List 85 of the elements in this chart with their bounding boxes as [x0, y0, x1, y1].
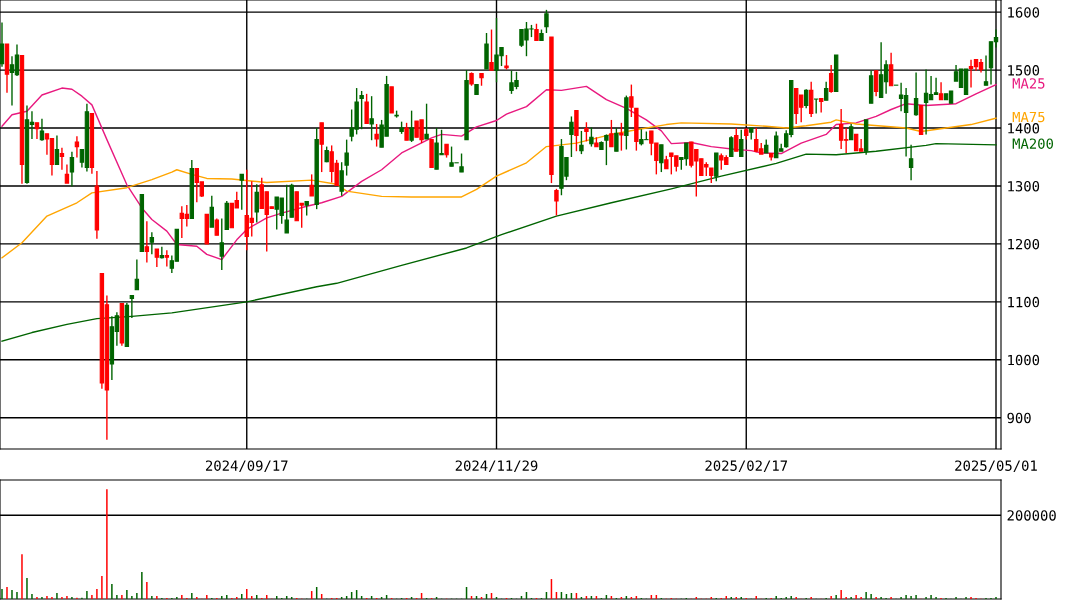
candlestick	[913, 71, 919, 117]
candlestick	[459, 152, 464, 173]
candlestick	[808, 80, 814, 118]
candlestick	[489, 28, 494, 71]
candlestick	[424, 103, 429, 140]
candlestick	[609, 119, 614, 148]
series-label: MA75	[1012, 111, 1045, 123]
candlestick	[144, 220, 150, 264]
candlestick	[838, 108, 844, 150]
candlestick	[219, 217, 224, 271]
candlestick	[933, 76, 939, 96]
y-tick-label: 1100	[1008, 296, 1040, 308]
candlestick	[74, 135, 80, 159]
candlestick	[714, 152, 719, 183]
candlestick	[339, 161, 344, 197]
candlestick	[579, 130, 584, 155]
candlestick	[659, 144, 664, 173]
candlestick	[164, 249, 170, 268]
candlestick	[569, 115, 574, 158]
candlestick	[129, 294, 135, 319]
x-tick-label: 2025/05/01	[955, 460, 1037, 473]
candlestick	[938, 81, 944, 101]
candlestick	[898, 82, 904, 112]
y-tick-label: 1500	[1008, 65, 1040, 76]
line-series	[1, 83, 997, 261]
y-tick-label: 200000	[1007, 510, 1056, 521]
candlestick	[883, 59, 889, 95]
candlestick	[344, 138, 349, 177]
candlestick	[739, 129, 744, 158]
candlestick	[364, 93, 369, 125]
candlestick	[184, 204, 190, 228]
candlestick	[54, 134, 60, 166]
candlestick	[194, 167, 200, 203]
candlestick	[409, 109, 414, 143]
y-tick-label: 1000	[1008, 354, 1040, 366]
y-tick-label: 1200	[1008, 238, 1040, 250]
candlestick	[149, 231, 155, 256]
candlestick	[983, 54, 989, 86]
series-label: MA200	[1012, 138, 1054, 149]
candlestick	[64, 163, 70, 184]
x-tick-label: 2024/11/29	[455, 460, 538, 473]
candlestick	[878, 41, 884, 99]
candlestick	[59, 147, 65, 171]
candlestick	[813, 98, 819, 115]
candlestick	[729, 135, 734, 158]
candlestick	[554, 188, 559, 217]
candlestick	[544, 9, 549, 34]
candlestick	[239, 173, 244, 211]
candlestick	[69, 151, 75, 188]
candlestick	[619, 122, 624, 152]
candlestick	[818, 97, 824, 114]
y-tick-label: 1600	[1008, 7, 1040, 18]
series-label: MA25	[1012, 78, 1045, 89]
y-tick-label: 1300	[1008, 180, 1040, 192]
candlestick	[823, 80, 829, 101]
candlestick	[374, 123, 379, 148]
candlestick	[209, 195, 214, 228]
candlestick	[734, 127, 739, 152]
candlestick	[9, 55, 15, 107]
candlestick	[888, 52, 894, 87]
candlestick	[629, 83, 634, 118]
y-tick-label: 1400	[1008, 123, 1040, 134]
candlestick	[359, 90, 364, 130]
candlestick	[369, 95, 374, 141]
candlestick	[39, 118, 45, 142]
candlestick	[0, 21, 5, 68]
candlestick	[604, 133, 609, 166]
candlestick	[309, 173, 314, 197]
candlestick	[614, 127, 619, 152]
candlestick	[968, 58, 974, 89]
candlestick	[858, 138, 864, 152]
y-tick-label: 900	[1007, 412, 1031, 424]
x-tick-label: 2024/09/17	[205, 460, 288, 473]
candlestick	[254, 183, 259, 224]
candlestick	[843, 127, 849, 154]
candlestick	[584, 121, 589, 143]
candlestick	[589, 126, 594, 148]
candlestick	[828, 64, 834, 94]
candlestick	[873, 69, 879, 97]
candlestick	[14, 43, 20, 77]
x-tick-label: 2025/02/17	[705, 460, 788, 473]
candlestick	[284, 184, 289, 234]
candlestick	[319, 122, 324, 173]
candlestick	[803, 88, 809, 110]
line-series	[1, 117, 997, 259]
